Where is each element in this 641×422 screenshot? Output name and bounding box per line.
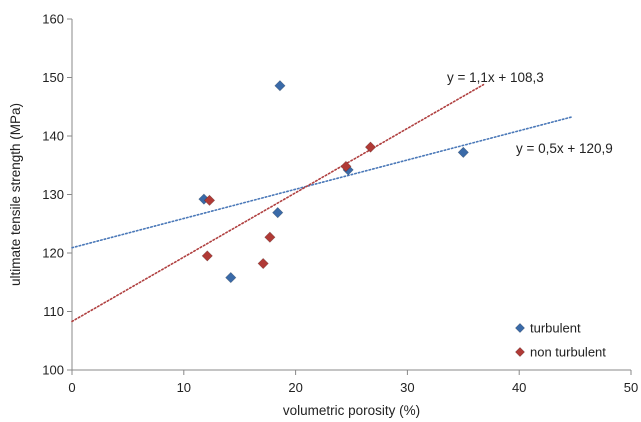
data-point-turbulent <box>274 80 286 92</box>
y-tick-label: 160 <box>42 12 64 27</box>
x-tick-label: 30 <box>400 380 414 395</box>
axes: 100 110 120 130 140 150 160 0 10 20 30 40 50 volumetr… <box>8 12 638 419</box>
y-tick-label: 110 <box>43 304 64 319</box>
trendline-non-turbulent <box>71 83 485 323</box>
annotations: y = 1,1x + 108,3 y = 0,5x + 120,9 <box>447 70 613 156</box>
legend-marker-turbulent <box>514 322 526 334</box>
data-point-turbulent <box>457 146 469 159</box>
trendline-turbulent <box>71 116 573 249</box>
y-tick-label: 100 <box>42 363 64 378</box>
data-point-non-turbulent <box>340 160 352 173</box>
trendline-equation-non-turbulent: y = 1,1x + 108,3 <box>447 70 544 85</box>
x-tick-label: 40 <box>512 380 526 395</box>
legend-label-non-turbulent: non turbulent <box>530 345 606 360</box>
x-axis-title: volumetric porosity (%) <box>283 403 420 418</box>
data-points <box>198 80 469 284</box>
legend-marker-non-turbulent <box>514 346 526 358</box>
y-axis-title: ultimate tensile strength (MPa) <box>8 103 23 286</box>
data-point-turbulent <box>225 271 237 284</box>
legend: turbulent non turbulent <box>514 321 606 360</box>
y-tick-label: 140 <box>42 129 64 144</box>
y-tick-label: 130 <box>42 187 64 202</box>
trendline-equation-turbulent: y = 0,5x + 120,9 <box>516 141 613 156</box>
data-point-non-turbulent <box>264 231 276 243</box>
x-tick-label: 20 <box>288 380 302 395</box>
legend-label-turbulent: turbulent <box>530 321 581 336</box>
data-point-non-turbulent <box>201 250 213 262</box>
data-point-non-turbulent <box>364 141 377 153</box>
y-tick-label: 120 <box>42 246 64 261</box>
data-point-non-turbulent <box>257 257 269 270</box>
data-point-non-turbulent <box>203 194 216 206</box>
data-point-turbulent <box>272 207 284 219</box>
x-tick-label: 50 <box>624 380 638 395</box>
x-tick-label: 0 <box>68 380 75 395</box>
trendlines <box>71 83 573 323</box>
x-tick-label: 10 <box>177 380 191 395</box>
y-tick-label: 150 <box>42 70 64 85</box>
